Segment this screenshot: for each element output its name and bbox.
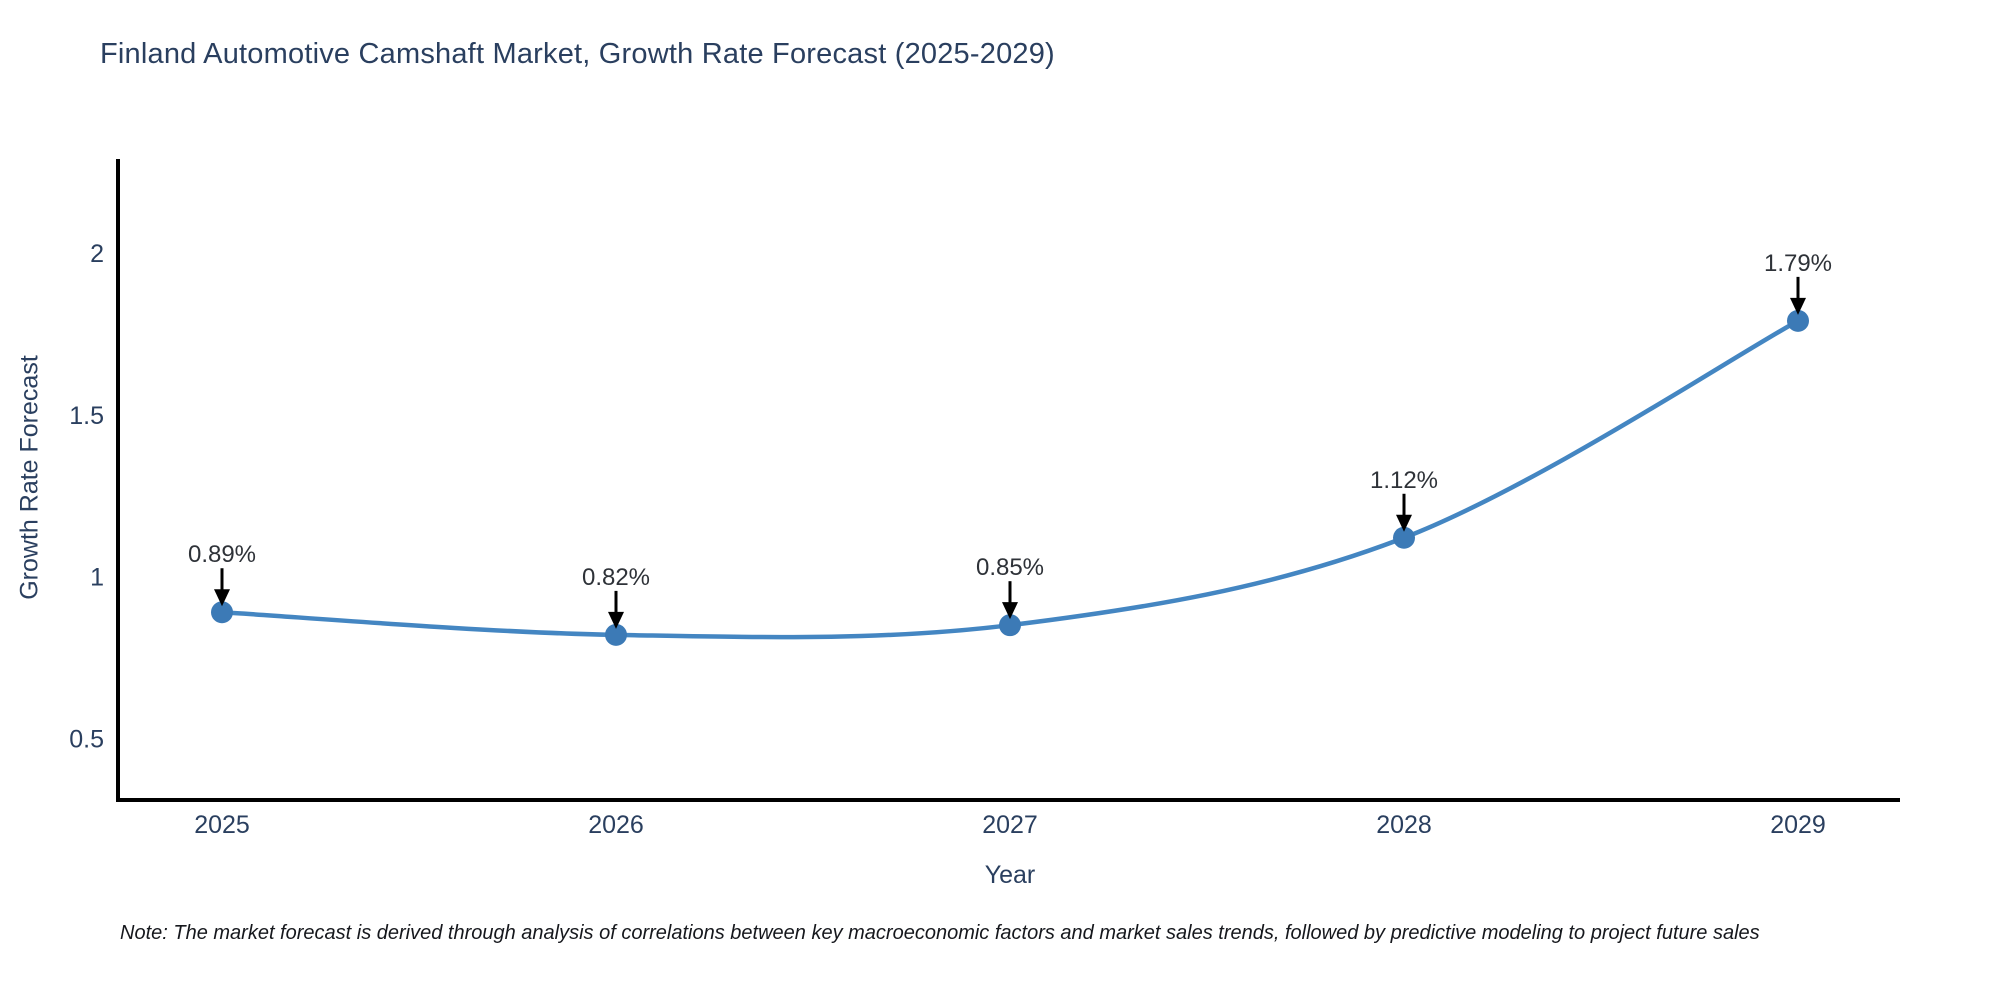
data-point-marker	[1787, 309, 1809, 332]
footnote: Note: The market forecast is derived thr…	[120, 922, 1760, 944]
data-point-marker	[211, 601, 233, 624]
data-point-marker	[1393, 526, 1415, 549]
data-point-label: 0.82%	[582, 564, 650, 591]
y-tick-label: 1.5	[69, 402, 104, 430]
y-tick-label: 2	[90, 240, 104, 268]
data-point-label: 0.89%	[188, 541, 256, 568]
x-tick-label: 2026	[588, 811, 644, 839]
annotation-arrow-head	[214, 589, 230, 607]
annotation-arrow-head	[1790, 297, 1806, 315]
data-point-marker	[605, 623, 627, 646]
chart-title: Finland Automotive Camshaft Market, Grow…	[100, 38, 1055, 70]
x-tick-label: 2025	[194, 811, 250, 839]
data-point-label: 0.85%	[976, 554, 1044, 581]
x-tick-label: 2028	[1376, 811, 1432, 839]
x-tick-label: 2027	[982, 811, 1038, 839]
x-tick-label: 2029	[1770, 811, 1826, 839]
data-point-marker	[999, 614, 1021, 637]
annotation-arrow-head	[608, 611, 624, 629]
y-tick-label: 0.5	[69, 725, 104, 753]
y-axis-title: Growth Rate Forecast	[15, 355, 44, 600]
annotation-arrow-head	[1396, 514, 1412, 532]
data-point-label: 1.12%	[1370, 467, 1438, 494]
data-point-label: 1.79%	[1764, 250, 1832, 277]
annotation-arrow-head	[1002, 602, 1018, 620]
y-tick-label: 1	[90, 564, 104, 592]
x-axis-title: Year	[984, 861, 1036, 889]
